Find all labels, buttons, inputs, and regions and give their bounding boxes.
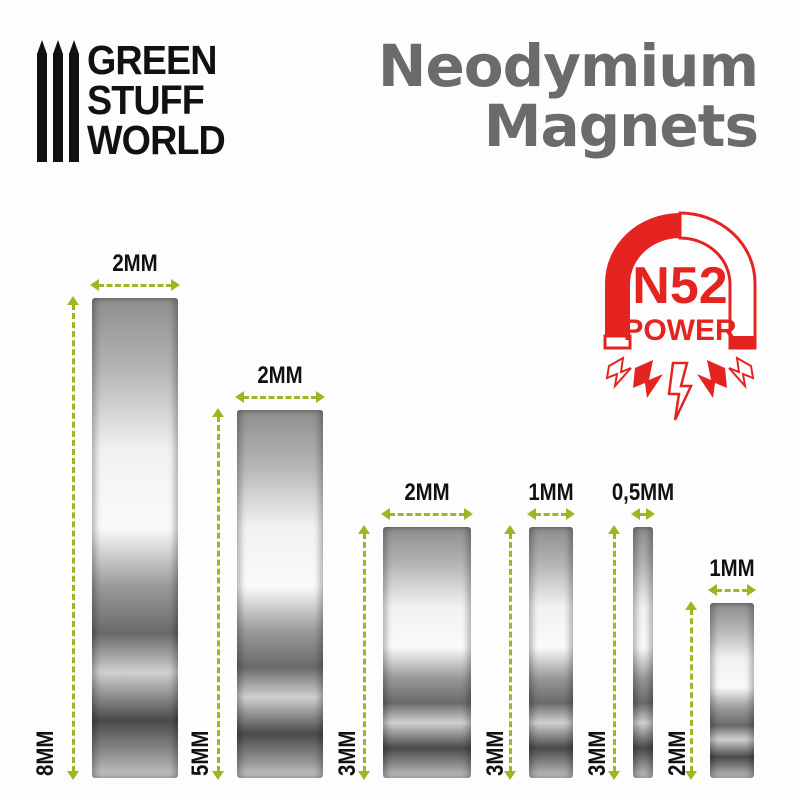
height-arrow: [509, 533, 512, 772]
green-stuff-world-logo: GREEN STUFF WORLD: [37, 40, 257, 162]
width-label: 2MM: [257, 362, 303, 389]
width-label: 2MM: [112, 250, 158, 277]
height-label: 3MM: [584, 730, 611, 776]
arrowhead: [631, 508, 640, 520]
height-arrow: [72, 304, 75, 772]
magnet-5: [633, 527, 653, 778]
arrowhead: [608, 525, 620, 534]
height-arrow: [613, 533, 616, 772]
height-label: 2MM: [664, 730, 691, 776]
magnet-2: [237, 410, 323, 778]
width-label: 0,5MM: [611, 479, 675, 506]
arrowhead: [212, 408, 224, 417]
magnet-6: [710, 603, 754, 778]
width-arrow: [389, 513, 465, 516]
arrowhead: [67, 296, 79, 305]
page-title: Neodymium Magnets: [377, 32, 759, 160]
width-label: 1MM: [709, 555, 755, 582]
arrowhead: [708, 584, 717, 596]
width-arrow: [639, 513, 647, 516]
arrowhead: [358, 771, 370, 780]
logo-text: GREEN STUFF WORLD: [87, 37, 226, 163]
width-arrow: [243, 396, 317, 399]
arrowhead: [171, 279, 180, 291]
arrowhead: [685, 601, 697, 610]
badge-word: POWER: [623, 314, 737, 347]
arrowhead: [504, 771, 516, 780]
arrowhead: [464, 508, 473, 520]
arrowhead: [527, 508, 536, 520]
arrowhead: [67, 771, 79, 780]
n52-power-badge: N52 POWER: [595, 208, 765, 423]
magnet-3: [383, 527, 471, 778]
height-arrow: [363, 533, 366, 772]
height-arrow: [217, 416, 220, 772]
arrowhead: [646, 508, 655, 520]
pencils-icon: [37, 40, 79, 162]
arrowhead: [316, 391, 325, 403]
arrowhead: [504, 525, 516, 534]
height-label: 5MM: [187, 730, 214, 776]
height-arrow: [690, 609, 693, 772]
width-label: 2MM: [404, 479, 450, 506]
arrowhead: [747, 584, 756, 596]
height-label: 3MM: [482, 730, 509, 776]
width-arrow: [716, 589, 748, 592]
badge-grade: N52: [632, 257, 727, 315]
width-arrow: [98, 284, 172, 287]
height-label: 3MM: [334, 730, 361, 776]
arrowhead: [685, 771, 697, 780]
height-label: 8MM: [32, 730, 59, 776]
arrowhead: [566, 508, 575, 520]
width-arrow: [535, 513, 567, 516]
width-label: 1MM: [528, 479, 574, 506]
arrowhead: [381, 508, 390, 520]
arrowhead: [235, 391, 244, 403]
arrowhead: [90, 279, 99, 291]
arrowhead: [608, 771, 620, 780]
arrowhead: [358, 525, 370, 534]
arrowhead: [212, 771, 224, 780]
magnet-1: [92, 298, 178, 778]
magnet-4: [529, 527, 573, 778]
